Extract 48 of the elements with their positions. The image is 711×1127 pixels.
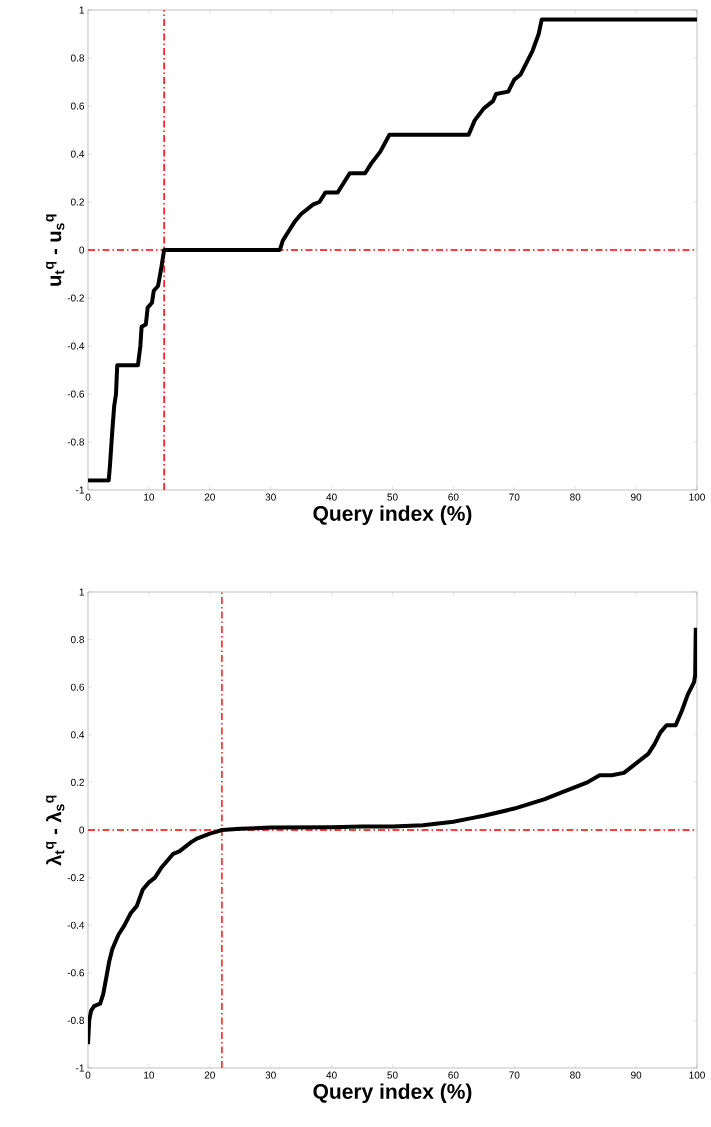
x-tick-label: 90 [631,493,642,501]
x-tick-label: 50 [387,493,398,501]
y-tick-label: -0.6 [67,969,85,977]
x-tick-label: 0 [85,493,91,501]
y-tick-label: -1 [76,1064,84,1072]
y-tick-label: 0.8 [70,54,85,62]
x-tick-label: 10 [144,1071,155,1079]
x-tick-label: 0 [85,1071,91,1079]
y-tick-label: 1 [79,6,84,14]
x-tick-label: 80 [570,493,581,501]
x-tick-label: 30 [265,493,276,501]
x-tick-label: 50 [387,1071,398,1079]
x-tick-label: 60 [448,1071,459,1079]
y-tick-label: -0.4 [67,342,85,350]
y-tick-label: -0.2 [67,294,84,302]
x-tick-label: 10 [144,493,155,501]
x-tick-label: 90 [631,1071,642,1079]
y-tick-label: -1 [76,486,84,494]
y-axis-title: λ$_{t}$$^{q}$ - λ$_{s}$q [46,795,65,866]
x-tick-label: 80 [570,1071,581,1079]
x-tick-label: 20 [204,1071,215,1079]
y-tick-label: 0.6 [70,102,85,110]
y-tick-label: 0.6 [70,683,85,691]
y-tick-label: 0 [79,246,85,254]
y-tick-label: 0 [79,826,85,834]
y-tick-label: 1 [79,588,84,596]
x-axis-title: Query index (%) [313,1083,472,1104]
x-tick-label: 40 [326,1071,337,1079]
y-tick-label: -0.8 [67,438,85,446]
y-tick-label: 0.4 [70,150,85,158]
y-tick-label: -0.2 [67,874,84,882]
y-tick-label: 0.2 [70,778,84,786]
x-tick-label: 60 [448,493,459,501]
y-axis-title: u$_{t}$$^{q}$ - u$_{s}$q [46,214,65,286]
y-tick-label: 0.8 [70,636,85,644]
x-axis-title: Query index (%) [313,505,472,526]
y-tick-label: 0.2 [70,198,84,206]
x-tick-label: 70 [509,493,520,501]
x-tick-label: 100 [689,1071,705,1079]
x-tick-label: 20 [204,493,215,501]
y-tick-label: -0.6 [67,390,85,398]
y-tick-label: -0.4 [67,921,85,929]
x-tick-label: 100 [689,493,705,501]
x-tick-label: 70 [509,1071,520,1079]
y-tick-label: 0.4 [70,731,85,739]
x-tick-label: 30 [265,1071,276,1079]
y-tick-label: -0.8 [67,1016,85,1024]
x-tick-label: 40 [326,493,337,501]
